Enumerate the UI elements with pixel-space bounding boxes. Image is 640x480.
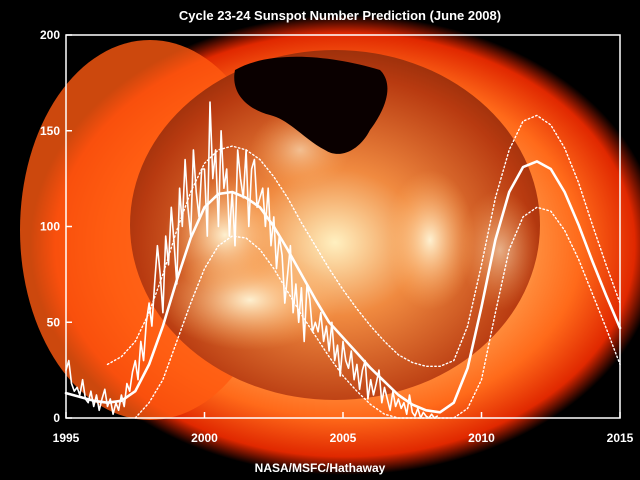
series-layer (64, 101, 622, 419)
y-tick-label-100: 100 (40, 220, 60, 234)
plot-frame: 1995 2000 2005 2010 2015 0 50 100 150 200 (40, 28, 634, 445)
x-tick-label-2000: 2000 (191, 431, 218, 445)
x-tick-label-2005: 2005 (330, 431, 357, 445)
x-tick-label-2010: 2010 (468, 431, 495, 445)
y-tick-label-50: 50 (47, 315, 61, 329)
y-tick-label-200: 200 (40, 28, 60, 42)
y-axis: 0 50 100 150 200 (40, 28, 72, 425)
sun-bright-region-far-right (460, 190, 540, 310)
y-tick-label-150: 150 (40, 124, 60, 138)
x-tick-label-1995: 1995 (53, 431, 80, 445)
series-line-4-dotted (134, 206, 621, 419)
sun-image (20, 15, 640, 475)
coronal-hole (234, 56, 388, 154)
x-axis: 1995 2000 2005 2010 2015 (53, 412, 634, 445)
series-line-2-solid-thick (64, 160, 622, 414)
chart-credit: NASA/MSFC/Hathaway (255, 461, 386, 475)
y-tick-label-0: 0 (53, 411, 60, 425)
chart-title: Cycle 23-24 Sunspot Number Prediction (J… (179, 8, 501, 23)
series-line-1-solid-thin (65, 101, 438, 419)
x-tick-label-2015: 2015 (607, 431, 634, 445)
series-line-3-dotted (106, 114, 621, 367)
sun-bright-region-right (385, 170, 475, 310)
